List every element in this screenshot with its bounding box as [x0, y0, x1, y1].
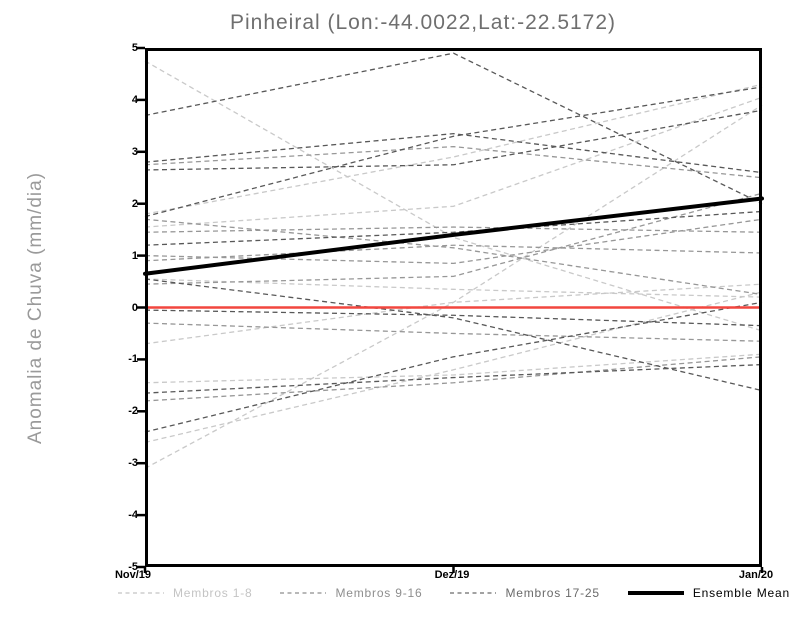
member-line [144, 210, 763, 246]
y-tick-label: -1 [128, 353, 138, 366]
member-line [144, 218, 763, 296]
member-line [144, 322, 763, 342]
member-line [144, 244, 763, 262]
member-line [144, 192, 763, 285]
chart-legend: Membros 1-8 Membros 9-16 Membros 17-25 E… [118, 586, 790, 600]
y-axis-label: Anomalia de Chuva (mm/dia) [25, 171, 46, 445]
y-tick-label: 1 [131, 249, 138, 262]
member-line [144, 363, 763, 394]
member-line [144, 278, 763, 392]
member-line [144, 86, 763, 218]
legend-label: Ensemble Mean [692, 586, 790, 600]
member-line [144, 96, 763, 228]
legend-item-membros-9-16: Membros 9-16 [280, 586, 422, 600]
legend-item-membros-17-25: Membros 17-25 [450, 586, 599, 600]
plot-area [137, 46, 764, 573]
member-line [144, 301, 763, 433]
plot-frame [145, 48, 762, 567]
member-line [144, 60, 763, 332]
y-tick-label: 5 [131, 42, 138, 54]
member-line [144, 104, 763, 469]
legend-label: Membros 1-8 [173, 586, 253, 600]
dashed-line-sample [118, 592, 164, 594]
y-tick-label: -3 [128, 457, 138, 470]
member-line [144, 356, 763, 402]
member-line [144, 83, 763, 215]
legend-label: Membros 17-25 [505, 586, 600, 600]
y-tick-label: 4 [131, 93, 138, 106]
member-line [144, 353, 763, 384]
y-tick-label: 2 [131, 197, 138, 210]
legend-item-membros-1-8: Membros 1-8 [118, 586, 253, 600]
dashed-line-sample [280, 592, 327, 594]
member-line [144, 109, 763, 171]
dashed-line-sample [450, 592, 497, 594]
y-tick-label: -5 [128, 561, 138, 573]
member-line [144, 226, 763, 233]
chart-title: Pinheiral (Lon:-44.0022,Lat:-22.5172) [229, 11, 617, 34]
member-line [144, 145, 763, 179]
member-line [144, 52, 763, 205]
member-line [144, 132, 763, 174]
y-tick-label: 0 [131, 301, 138, 314]
y-tick-label: -2 [128, 405, 138, 418]
member-line [144, 218, 763, 265]
member-line [144, 278, 763, 298]
member-line [144, 291, 763, 444]
x-tick-label: Nov/19 [114, 569, 152, 581]
solid-line-sample [627, 591, 684, 595]
member-line [144, 283, 763, 345]
legend-label: Membros 9-16 [335, 586, 423, 600]
x-tick-label: Dez/19 [434, 569, 470, 581]
ensemble-mean-line [143, 196, 764, 276]
legend-item-ensemble-mean: Ensemble Mean [627, 586, 790, 600]
member-line [144, 309, 763, 327]
ensemble-chart [137, 46, 764, 573]
x-tick-label: Jan/20 [738, 569, 774, 581]
y-tick-label: 3 [131, 145, 138, 158]
y-tick-label: -4 [128, 509, 138, 522]
